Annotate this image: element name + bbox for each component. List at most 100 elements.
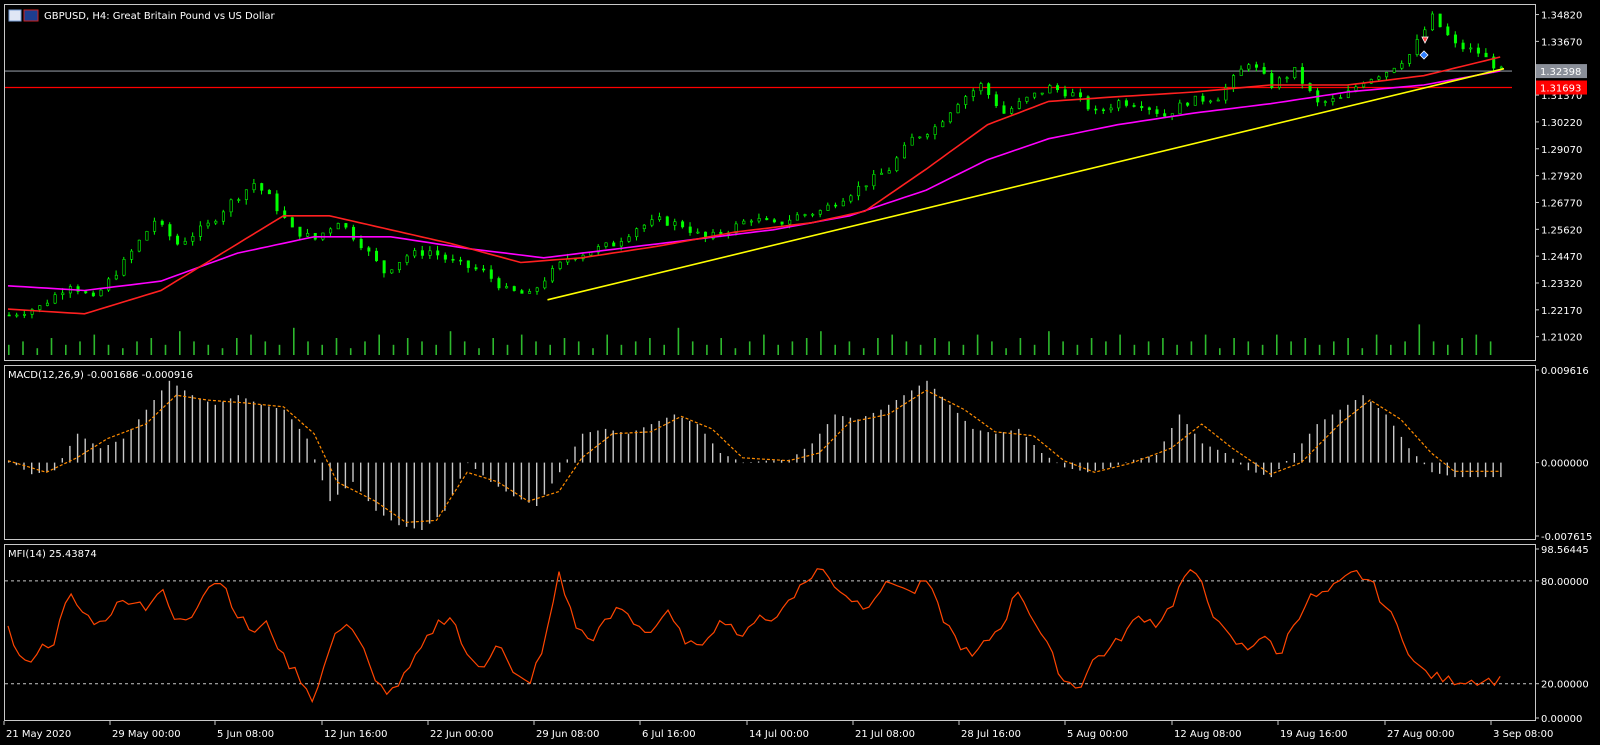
candle-bull (30, 309, 34, 315)
price-tag-label: 1.31693 (1540, 84, 1581, 95)
candle-bull (1033, 92, 1037, 98)
candle-bear (359, 238, 363, 249)
volume-bar (777, 344, 779, 355)
candle-bull (910, 136, 914, 146)
macd-histogram-bar (329, 462, 331, 502)
candle-bull (788, 219, 792, 225)
volume-bar (122, 348, 124, 355)
candle-bull (826, 204, 830, 211)
candle-bull (558, 261, 562, 269)
macd-histogram-bar (1316, 424, 1318, 463)
macd-histogram-bar (1454, 462, 1456, 478)
volume-bar (321, 344, 323, 355)
volume-bar (79, 341, 81, 355)
candle-bull (130, 250, 134, 260)
candle-bear (352, 226, 356, 240)
candle-bull (1017, 101, 1021, 109)
volume-bar (207, 344, 210, 355)
candle-bull (872, 174, 876, 187)
volume-bar (221, 348, 224, 355)
macd-histogram-bar (1446, 462, 1448, 476)
macd-histogram-bar (528, 462, 530, 503)
volume-bar (1375, 334, 1378, 355)
candle-bull (1377, 76, 1381, 80)
macd-histogram-bar (979, 430, 982, 463)
macd-histogram-bar (1469, 462, 1471, 478)
macd-histogram-bar (53, 462, 56, 471)
macd-histogram-bar (811, 443, 813, 463)
macd-histogram-bar (895, 400, 898, 463)
candle-bear (1476, 47, 1480, 54)
candle-bull (619, 241, 623, 247)
candle-bull (397, 262, 401, 271)
candle-bull (1331, 98, 1335, 102)
macd-histogram-bar (474, 462, 477, 469)
volume-bar (748, 341, 751, 355)
price-axis-label: 1.21020 (1541, 333, 1582, 344)
macd-histogram-bar (773, 460, 775, 463)
macd-histogram-bar (643, 427, 645, 463)
macd-histogram-bar (689, 420, 691, 463)
macd-histogram-bar (1492, 462, 1494, 478)
volume-bar (649, 338, 651, 355)
candle-bear (176, 235, 180, 245)
candle-bear (91, 292, 95, 297)
candle-bull (658, 216, 662, 220)
macd-histogram-bar (459, 462, 461, 479)
candle-bear (994, 94, 998, 107)
candle-bull (734, 223, 738, 234)
candle-bull (214, 220, 218, 224)
candle-bear (1186, 102, 1190, 106)
candle-bull (1178, 102, 1182, 115)
volume-bar (592, 348, 594, 355)
candle-bull (650, 219, 654, 226)
sell-arrow-icon (1421, 36, 1429, 44)
macd-histogram-bar (849, 417, 852, 463)
volume-bar (264, 341, 267, 355)
candle-bull (229, 199, 233, 213)
candle-bull (1193, 95, 1197, 106)
volume-bar (1333, 341, 1335, 355)
volume-bar (1076, 344, 1079, 355)
volume-bar (378, 334, 380, 355)
candle-bull (903, 144, 907, 159)
ma-fast-line (7, 56, 1501, 315)
time-axis-label: 14 Jul 00:00 (749, 729, 809, 740)
macd-histogram-bar (964, 420, 966, 463)
macd-histogram-bar (1064, 462, 1066, 468)
volume-bar (1475, 334, 1478, 355)
candle-bear (1163, 113, 1167, 117)
macd-histogram-bar (903, 395, 905, 463)
volume-bar (93, 334, 96, 355)
candle-bear (344, 223, 348, 228)
volume-bar (1048, 331, 1050, 355)
volume-bar (50, 338, 53, 355)
candle-bull (1025, 96, 1029, 102)
candle-bear (665, 216, 669, 226)
volume-bar (65, 344, 67, 355)
macd-histogram-bar (1155, 454, 1158, 463)
candle-bull (1469, 47, 1473, 50)
macd-histogram-bar (1087, 462, 1089, 473)
volume-bar (1133, 344, 1136, 355)
volume-bar (392, 344, 395, 355)
volume-bar (991, 341, 993, 355)
candle-bull (237, 199, 241, 201)
macd-histogram-bar (84, 438, 86, 463)
macd-histogram-bar (46, 462, 48, 472)
macd-histogram-bar (268, 406, 270, 463)
candle-bull (849, 195, 853, 202)
macd-histogram-bar (650, 424, 653, 463)
candle-bear (1453, 34, 1457, 44)
volume-bar (720, 338, 722, 355)
macd-histogram-bar (92, 443, 94, 463)
axes: 1.348201.336701.325201.313701.302201.290… (3, 11, 1592, 740)
macd-histogram-bar (757, 461, 760, 463)
volume-bar (691, 341, 694, 355)
macd-histogram-bar (15, 462, 18, 466)
volume-bar (1247, 341, 1250, 355)
volume-bar (364, 341, 366, 355)
volume-bar (193, 341, 195, 355)
macd-histogram-bar (130, 428, 132, 463)
macd-histogram-bar (1278, 462, 1280, 469)
